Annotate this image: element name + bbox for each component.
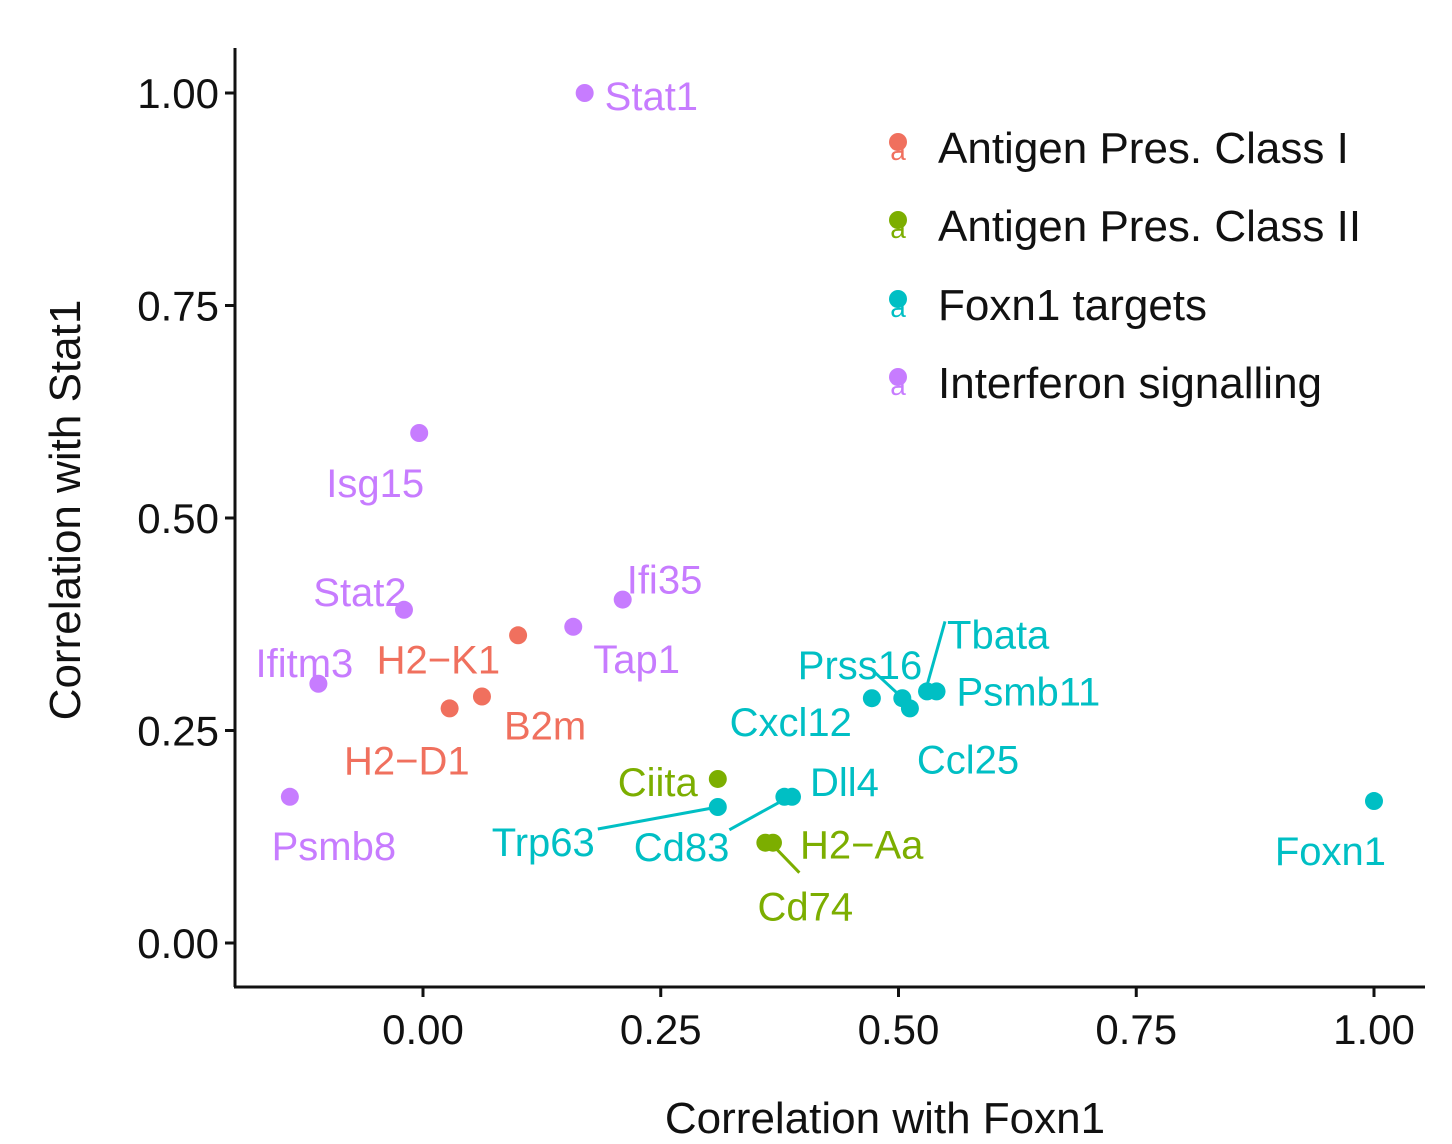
legend-swatch xyxy=(889,368,907,386)
point-tap1 xyxy=(564,617,583,636)
legend-item: a Antigen Pres. Class I xyxy=(889,124,1349,173)
point-h2-k1 xyxy=(509,626,528,645)
x-tick-label: 0.25 xyxy=(620,1006,702,1053)
label-stat1: Stat1 xyxy=(605,75,698,119)
label-b2m: B2m xyxy=(504,705,586,749)
x-tick-label: 0.00 xyxy=(382,1006,464,1053)
point-ccl25 xyxy=(900,699,919,718)
legend-swatch xyxy=(889,211,907,229)
legend-label: Antigen Pres. Class II xyxy=(938,202,1361,251)
label-foxn1: Foxn1 xyxy=(1275,830,1386,874)
label-tap1: Tap1 xyxy=(593,638,680,682)
point-ciita xyxy=(708,769,727,788)
y-tick-label: 0.50 xyxy=(137,495,219,542)
legend-key-glyph: a xyxy=(890,213,906,244)
connector-prss16 xyxy=(869,667,900,696)
label-psmb8: Psmb8 xyxy=(272,825,397,869)
label-ifi35: Ifi35 xyxy=(627,559,703,603)
label-cd74: Cd74 xyxy=(758,886,854,930)
x-tick-label: 1.00 xyxy=(1333,1006,1415,1053)
x-tick-label: 0.75 xyxy=(1095,1006,1177,1053)
x-tick-label: 0.50 xyxy=(858,1006,940,1053)
label-h2-k1: H2−K1 xyxy=(377,638,500,682)
label-h2-d1: H2−D1 xyxy=(344,739,470,783)
point-dll4 xyxy=(782,787,801,806)
point-isg15 xyxy=(410,424,429,442)
label-cd83: Cd83 xyxy=(634,826,730,870)
points-layer xyxy=(280,84,1383,852)
point-cxcl12 xyxy=(862,689,881,708)
point-foxn1 xyxy=(1365,792,1383,811)
point-psmb8 xyxy=(280,787,299,806)
label-tbata: Tbata xyxy=(947,613,1050,657)
connector-cd83 xyxy=(728,801,780,832)
point-ifi35 xyxy=(613,590,632,609)
point-cd74 xyxy=(756,833,775,852)
axes-layer: 0.00 0.25 0.50 0.75 1.00 0.00 0.25 0.50 0.75 1.00 xyxy=(137,48,1425,1053)
label-h2-aa: H2−Aa xyxy=(800,824,924,868)
point-stat1 xyxy=(575,84,594,102)
label-trp63: Trp63 xyxy=(492,821,595,865)
y-tick-label: 1.00 xyxy=(137,70,219,117)
y-tick-label: 0.00 xyxy=(137,920,219,967)
y-tick-label: 0.75 xyxy=(137,283,219,330)
label-connector-layer xyxy=(597,620,947,874)
point-h2-d1 xyxy=(440,699,459,718)
y-axis-title: Correlation with Stat1 xyxy=(41,300,90,721)
legend-swatch xyxy=(889,133,907,151)
label-ciita: Ciita xyxy=(618,761,699,805)
label-dll4: Dll4 xyxy=(810,761,879,805)
label-isg15: Isg15 xyxy=(326,462,424,506)
legend-label: Antigen Pres. Class I xyxy=(938,124,1349,173)
label-ccl25: Ccl25 xyxy=(917,738,1019,782)
point-ifitm3 xyxy=(309,674,328,693)
point-stat2 xyxy=(394,600,413,619)
y-tick-label: 0.25 xyxy=(137,708,219,755)
legend-label: Foxn1 targets xyxy=(938,281,1207,330)
legend-label: Interferon signalling xyxy=(938,359,1322,408)
legend-key-glyph: a xyxy=(890,292,906,323)
connector-tbata xyxy=(925,620,947,686)
label-psmb11: Psmb11 xyxy=(957,670,1101,714)
legend-item: a Foxn1 targets xyxy=(889,281,1207,330)
point-trp63 xyxy=(708,798,727,816)
label-cxcl12: Cxcl12 xyxy=(730,701,852,745)
point-psmb11 xyxy=(927,682,946,701)
legend-item: a Antigen Pres. Class II xyxy=(889,202,1361,251)
label-stat2: Stat2 xyxy=(313,571,406,615)
legend-swatch xyxy=(889,290,907,308)
label-prss16: Prss16 xyxy=(798,644,923,688)
legend: a Antigen Pres. Class I a Antigen Pres. Cla… xyxy=(889,124,1361,408)
legend-key-glyph: a xyxy=(890,135,906,166)
point-b2m xyxy=(472,687,491,706)
legend-item: a Interferon signalling xyxy=(889,359,1322,408)
x-axis-title: Correlation with Foxn1 xyxy=(665,1094,1105,1139)
label-ifitm3: Ifitm3 xyxy=(255,642,353,686)
legend-key-glyph: a xyxy=(890,370,906,401)
connector-trp63 xyxy=(597,805,719,831)
